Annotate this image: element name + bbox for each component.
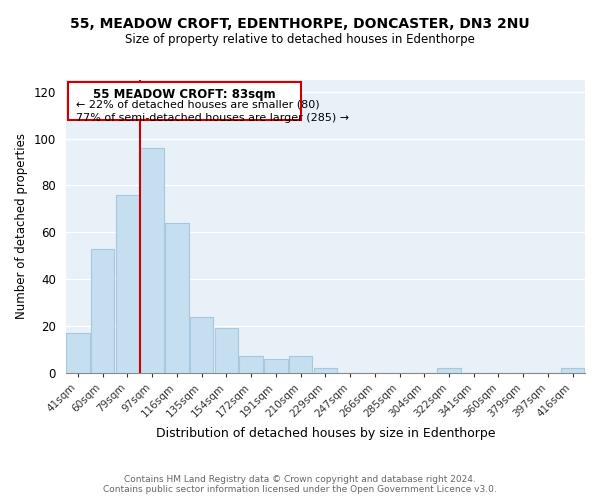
Bar	[314, 368, 337, 373]
Text: ← 22% of detached houses are smaller (80): ← 22% of detached houses are smaller (80…	[76, 100, 319, 110]
Bar	[91, 248, 115, 373]
Bar	[289, 356, 313, 373]
Text: Contains public sector information licensed under the Open Government Licence v3: Contains public sector information licen…	[103, 485, 497, 494]
FancyBboxPatch shape	[68, 82, 301, 120]
Bar	[561, 368, 584, 373]
Text: 55 MEADOW CROFT: 83sqm: 55 MEADOW CROFT: 83sqm	[93, 88, 275, 101]
Bar	[264, 358, 287, 373]
Bar	[215, 328, 238, 373]
Bar	[165, 223, 188, 373]
Bar	[239, 356, 263, 373]
Text: 77% of semi-detached houses are larger (285) →: 77% of semi-detached houses are larger (…	[76, 113, 349, 123]
Bar	[116, 195, 139, 373]
Text: Contains HM Land Registry data © Crown copyright and database right 2024.: Contains HM Land Registry data © Crown c…	[124, 475, 476, 484]
X-axis label: Distribution of detached houses by size in Edenthorpe: Distribution of detached houses by size …	[155, 427, 495, 440]
Bar	[437, 368, 461, 373]
Text: Size of property relative to detached houses in Edenthorpe: Size of property relative to detached ho…	[125, 32, 475, 46]
Bar	[140, 148, 164, 373]
Y-axis label: Number of detached properties: Number of detached properties	[15, 134, 28, 320]
Text: 55, MEADOW CROFT, EDENTHORPE, DONCASTER, DN3 2NU: 55, MEADOW CROFT, EDENTHORPE, DONCASTER,…	[70, 18, 530, 32]
Bar	[66, 333, 90, 373]
Bar	[190, 316, 214, 373]
